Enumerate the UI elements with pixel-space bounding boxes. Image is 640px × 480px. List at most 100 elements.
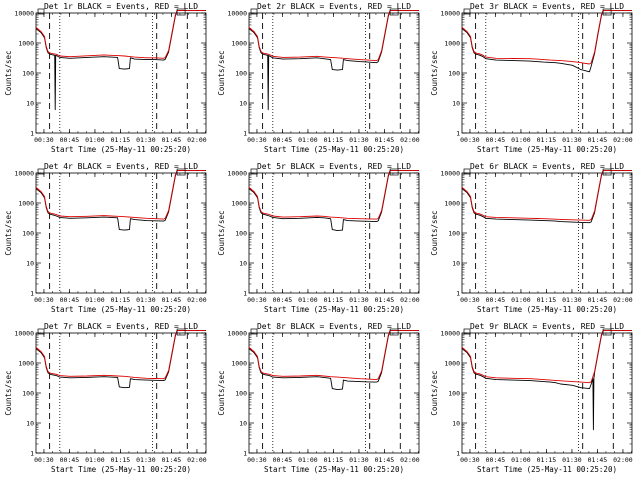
- x-tick-label: 01:00: [298, 136, 318, 144]
- y-tick-label: 1: [30, 289, 34, 297]
- x-axis-label: Start Time (25-May-11 00:25:20): [477, 305, 617, 314]
- y-tick-label: 10: [452, 419, 460, 427]
- y-tick-label: 10000: [227, 9, 247, 17]
- x-tick-label: 01:30: [349, 456, 369, 464]
- x-tick-label: 00:30: [34, 136, 54, 144]
- plot-frame: [248, 332, 420, 454]
- y-tick-label: 10000: [440, 9, 460, 17]
- chart-title: Det 1r BLACK = Events, RED = LLD: [44, 2, 198, 11]
- flag-box-right: [602, 168, 612, 176]
- x-tick-label: 02:00: [187, 296, 207, 304]
- plot-frame: [461, 12, 633, 134]
- x-tick-label: 00:30: [34, 296, 54, 304]
- y-tick-label: 10: [26, 99, 34, 107]
- chart-svg-5r: Det 5r BLACK = Events, RED = LLD 1 10 100 10…: [217, 162, 420, 314]
- y-tick-label: 1: [456, 129, 460, 137]
- x-tick-label: 00:45: [60, 136, 80, 144]
- y-tick-label: 1000: [444, 199, 460, 207]
- series-line-events: [248, 10, 419, 111]
- series-line-lld: [35, 170, 206, 220]
- chart-svg-2r: Det 2r BLACK = Events, RED = LLD 1 10 100 10…: [217, 2, 420, 154]
- x-tick-label: 00:30: [247, 136, 267, 144]
- x-tick-label: 00:30: [460, 296, 480, 304]
- y-tick-label: 1: [456, 289, 460, 297]
- x-tick-label: 01:15: [537, 136, 557, 144]
- x-axis-label: Start Time (25-May-11 00:25:20): [477, 465, 617, 474]
- x-tick-label: 01:45: [162, 296, 182, 304]
- x-axis-label: Start Time (25-May-11 00:25:20): [264, 145, 404, 154]
- chart-title: Det 2r BLACK = Events, RED = LLD: [257, 2, 411, 11]
- x-tick-label: 00:45: [486, 296, 506, 304]
- series-line-lld: [35, 330, 206, 380]
- flag-box-right: [176, 8, 186, 16]
- x-tick-label: 01:30: [349, 136, 369, 144]
- y-tick-label: 1000: [18, 39, 34, 47]
- x-axis-label: Start Time (25-May-11 00:25:20): [51, 305, 191, 314]
- x-tick-label: 00:30: [34, 456, 54, 464]
- x-tick-label: 00:45: [273, 136, 293, 144]
- x-tick-label: 02:00: [400, 296, 420, 304]
- x-tick-label: 02:00: [400, 136, 420, 144]
- plot-frame: [35, 172, 207, 294]
- x-tick-label: 01:45: [588, 136, 608, 144]
- flag-box-right: [176, 168, 186, 176]
- detector-panel-5r: Det 5r BLACK = Events, RED = LLD 1 10 100 10…: [213, 160, 426, 320]
- series-line-events: [461, 170, 632, 224]
- flag-box-right: [389, 8, 399, 16]
- x-tick-label: 01:30: [562, 296, 582, 304]
- series-line-lld: [461, 10, 632, 65]
- detector-panel-7r: Det 7r BLACK = Events, RED = LLD 1 10 100 10…: [0, 320, 213, 480]
- x-tick-label: 00:45: [60, 296, 80, 304]
- x-axis-label: Start Time (25-May-11 00:25:20): [477, 145, 617, 154]
- x-tick-label: 01:30: [136, 456, 156, 464]
- y-tick-label: 100: [22, 229, 34, 237]
- y-tick-label: 1: [243, 129, 247, 137]
- x-axis-label: Start Time (25-May-11 00:25:20): [51, 145, 191, 154]
- chart-svg-7r: Det 7r BLACK = Events, RED = LLD 1 10 100 10…: [4, 322, 207, 474]
- y-tick-label: 10: [26, 419, 34, 427]
- y-tick-label: 100: [235, 229, 247, 237]
- x-tick-label: 01:00: [511, 136, 531, 144]
- x-tick-label: 00:30: [460, 456, 480, 464]
- x-axis-label: Start Time (25-May-11 00:25:20): [51, 465, 191, 474]
- series-line-events: [35, 330, 206, 389]
- x-tick-label: 00:45: [486, 456, 506, 464]
- y-axis-label: Counts/sec: [430, 50, 439, 95]
- chart-svg-6r: Det 6r BLACK = Events, RED = LLD 1 10 100 10…: [430, 162, 633, 314]
- plot-frame: [461, 332, 633, 454]
- y-tick-label: 1000: [444, 359, 460, 367]
- series-line-events: [248, 330, 419, 391]
- flag-box-left: [37, 328, 45, 335]
- x-tick-label: 01:15: [111, 456, 131, 464]
- y-axis-label: Counts/sec: [217, 50, 226, 95]
- y-tick-label: 1000: [231, 39, 247, 47]
- x-tick-label: 01:45: [375, 136, 395, 144]
- y-axis-label: Counts/sec: [4, 370, 13, 415]
- x-tick-label: 02:00: [613, 456, 633, 464]
- x-tick-label: 01:15: [111, 136, 131, 144]
- y-axis-label: Counts/sec: [430, 370, 439, 415]
- x-tick-label: 01:30: [562, 456, 582, 464]
- y-tick-label: 1: [30, 449, 34, 457]
- y-tick-label: 10: [452, 259, 460, 267]
- detector-panel-1r: Det 1r BLACK = Events, RED = LLD 1 10 100 10…: [0, 0, 213, 160]
- x-tick-label: 01:15: [324, 296, 344, 304]
- x-tick-label: 01:45: [588, 456, 608, 464]
- flag-box-left: [37, 168, 45, 175]
- y-tick-label: 10: [239, 99, 247, 107]
- plot-frame: [248, 12, 420, 134]
- x-tick-label: 00:45: [273, 456, 293, 464]
- x-tick-label: 01:30: [136, 136, 156, 144]
- chart-svg-1r: Det 1r BLACK = Events, RED = LLD 1 10 100 10…: [4, 2, 207, 154]
- y-tick-label: 10: [239, 259, 247, 267]
- x-axis-label: Start Time (25-May-11 00:25:20): [264, 305, 404, 314]
- flag-box-right: [176, 328, 186, 336]
- y-tick-label: 10000: [440, 169, 460, 177]
- y-tick-label: 100: [448, 389, 460, 397]
- x-tick-label: 01:00: [85, 136, 105, 144]
- y-tick-label: 1: [243, 289, 247, 297]
- chart-title: Det 8r BLACK = Events, RED = LLD: [257, 322, 411, 331]
- y-tick-label: 1000: [18, 359, 34, 367]
- flag-box-left: [463, 168, 471, 175]
- x-tick-label: 01:00: [511, 296, 531, 304]
